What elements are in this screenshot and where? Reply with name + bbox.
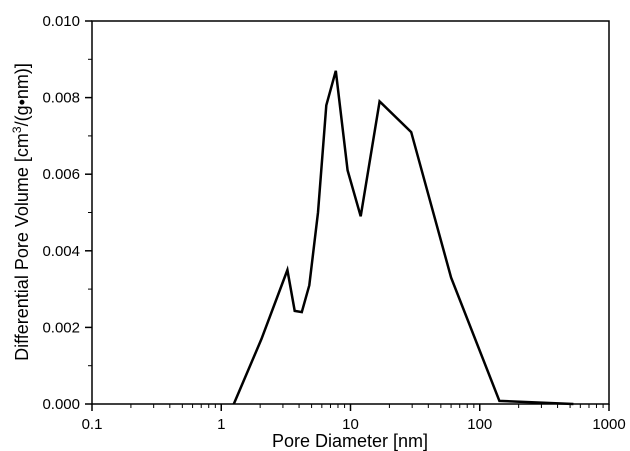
y-tick-label: 0.008: [42, 90, 80, 107]
series-line: [232, 70, 574, 406]
x-tick-label: 10: [342, 416, 359, 433]
x-tick-label: 0.1: [82, 416, 103, 433]
y-tick-label: 0.000: [42, 396, 80, 413]
y-tick-label: 0.006: [42, 166, 80, 183]
y-axis-title-superscript: 3: [10, 126, 24, 133]
y-axis-title-prefix: Differential Pore Volume [cm: [12, 133, 32, 361]
y-axis-ticks: 0.000 0.002 0.004 0.006 0.008 0.010: [42, 13, 92, 413]
series-layer: [232, 70, 574, 406]
y-tick-label: 0.002: [42, 319, 80, 336]
x-tick-label: 100: [467, 416, 492, 433]
x-tick-label: 1000: [592, 416, 625, 433]
x-axis-ticks: 0.1 1 10 100 1000: [82, 404, 626, 433]
y-tick-label: 0.004: [42, 243, 80, 260]
x-tick-label: 1: [217, 416, 225, 433]
plot-frame: [91, 20, 610, 405]
x-axis-title: Pore Diameter [nm]: [272, 431, 428, 451]
y-axis-title-suffix: /(g•nm)]: [12, 63, 32, 126]
y-axis-title: Differential Pore Volume [cm3/(g•nm)]: [10, 63, 32, 361]
y-tick-label: 0.010: [42, 13, 80, 30]
